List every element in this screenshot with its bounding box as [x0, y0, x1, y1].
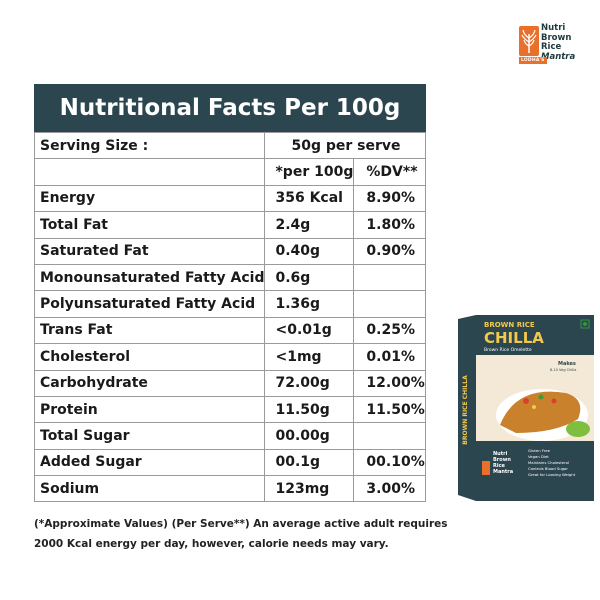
nutrient-name: Added Sugar	[33, 448, 266, 477]
box-side-text: BROWN RICE CHILLA	[462, 375, 469, 445]
nutrient-name: Sodium	[33, 475, 266, 503]
table-row: Monounsaturated Fatty Acid 0.6g	[33, 263, 426, 292]
box-makes-sub: 8-10 Veg Chilla	[550, 368, 576, 372]
nutrient-dv: 00.10%	[353, 448, 426, 477]
nutrient-name: Energy	[33, 184, 266, 213]
nutrient-per100: 2.4g	[264, 211, 355, 239]
serving-label: Serving Size :	[33, 131, 266, 160]
veg-mark-icon	[580, 319, 590, 329]
table-row: Saturated Fat 0.40g 0.90%	[33, 237, 426, 265]
nutrient-per100: 72.00g	[264, 369, 355, 397]
serving-value: 50g per serve	[264, 131, 426, 160]
box-makes: Makes	[558, 361, 576, 367]
nutrient-dv	[353, 290, 426, 318]
nutrient-dv	[353, 422, 426, 450]
nutrient-dv: 12.00%	[353, 369, 426, 397]
nutrient-dv: 0.01%	[353, 343, 426, 371]
table-row: Energy 356 Kcal 8.90%	[33, 184, 426, 213]
nutrient-name: Cholesterol	[33, 343, 266, 371]
benefit-item: Vegan Diet	[528, 454, 549, 459]
nutrient-dv: 0.25%	[353, 316, 426, 345]
nutrition-table: Serving Size : 50g per serve *per 100g %…	[33, 131, 426, 503]
table-row: Polyunsaturated Fatty Acid 1.36g	[33, 290, 426, 318]
chutney-bowl-icon	[566, 421, 590, 437]
footnote-line-2: 2000 Kcal energy per day, however, calor…	[34, 538, 389, 550]
box-brand-3: Rice	[493, 463, 506, 469]
nutrient-name: Protein	[33, 395, 266, 424]
box-brand-4: Mantra	[493, 469, 513, 475]
table-row: Added Sugar 00.1g 00.10%	[33, 448, 426, 477]
box-brand-mark-icon	[482, 461, 490, 475]
nutrient-per100: 00.1g	[264, 448, 355, 477]
nutrient-dv: 8.90%	[353, 184, 426, 213]
nutrient-name: Total Sugar	[33, 422, 266, 450]
nutrient-name: Carbohydrate	[33, 369, 266, 397]
nutrient-dv	[353, 263, 426, 292]
table-row: Protein 11.50g 11.50%	[33, 395, 426, 424]
nutrient-name: Polyunsaturated Fatty Acid	[33, 290, 266, 318]
column-header-per100: *per 100g	[264, 158, 355, 186]
nutrient-dv: 1.80%	[353, 211, 426, 239]
nutrient-dv: 11.50%	[353, 395, 426, 424]
nutrient-per100: 0.40g	[264, 237, 355, 265]
nutrient-name: Monounsaturated Fatty Acid	[33, 263, 266, 292]
box-bottom-brand: Nutri Brown Rice Mantra	[482, 451, 513, 475]
brand-line-4: Mantra	[541, 51, 576, 62]
column-header-dv: %DV**	[353, 158, 426, 186]
product-box-image: BROWN RICE CHILLA BROWN RICE CHILLA Brow…	[458, 315, 594, 501]
nutrient-per100: <0.01g	[264, 316, 355, 345]
box-benefits-list: Gluten Free Vegan Diet Maintains Cholest…	[528, 448, 576, 477]
table-title: Nutritional Facts Per 100g	[34, 84, 426, 132]
serving-row: Serving Size : 50g per serve	[33, 131, 426, 160]
nutrient-per100: 00.00g	[264, 422, 355, 450]
table-row: Trans Fat <0.01g 0.25%	[33, 316, 426, 345]
footnote: (*Approximate Values) (Per Serve**) An a…	[34, 514, 454, 554]
nutrition-facts-card: Nutritional Facts Per 100g Serving Size …	[33, 84, 426, 504]
brand-line-3: Rice	[541, 42, 562, 52]
nutrient-dv: 0.90%	[353, 237, 426, 265]
benefit-item: Maintains Cholesterol	[528, 460, 569, 465]
nutrient-per100: 0.6g	[264, 263, 355, 292]
nutrient-dv: 3.00%	[353, 475, 426, 503]
brand-tag: LODHA'S	[519, 57, 547, 64]
chilla-icon	[500, 391, 581, 433]
header-blank-cell	[33, 158, 266, 186]
box-brand-2: Brown	[493, 457, 511, 463]
column-header-row: *per 100g %DV**	[33, 158, 426, 186]
table-row: Sodium 123mg 3.00%	[33, 475, 426, 503]
brand-logo: Nutri Brown Rice Mantra LODHA'S	[519, 23, 589, 68]
box-product-name: CHILLA	[484, 329, 544, 347]
rice-logo-icon	[519, 26, 539, 56]
nutrient-per100: 356 Kcal	[264, 184, 355, 213]
footnote-line-1: (*Approximate Values) (Per Serve**) An a…	[34, 518, 448, 530]
nutrient-per100: 11.50g	[264, 395, 355, 424]
nutrient-name: Total Fat	[33, 211, 266, 239]
box-brand-1: Nutri	[493, 451, 508, 457]
table-row: Total Sugar 00.00g	[33, 422, 426, 450]
box-side-face	[458, 315, 476, 501]
nutrient-per100: 1.36g	[264, 290, 355, 318]
brand-line-2: Brown	[541, 32, 572, 43]
table-row: Total Fat 2.4g 1.80%	[33, 211, 426, 239]
table-row: Carbohydrate 72.00g 12.00%	[33, 369, 426, 397]
benefit-item: Gluten Free	[528, 448, 551, 453]
nutrient-per100: <1mg	[264, 343, 355, 371]
brand-line-1: Nutri	[541, 23, 566, 33]
nutrient-per100: 123mg	[264, 475, 355, 503]
nutrient-name: Trans Fat	[33, 316, 266, 345]
brand-name: Nutri Brown Rice Mantra	[541, 23, 576, 62]
table-row: Cholesterol <1mg 0.01%	[33, 343, 426, 371]
box-subtitle: Brown Rice Omelette	[484, 347, 532, 353]
benefit-item: Controls Blood Sugar	[528, 466, 568, 471]
benefit-item: Great for Loosing Weight	[528, 472, 576, 477]
box-top-label: BROWN RICE	[484, 321, 535, 329]
nutrient-name: Saturated Fat	[33, 237, 266, 265]
